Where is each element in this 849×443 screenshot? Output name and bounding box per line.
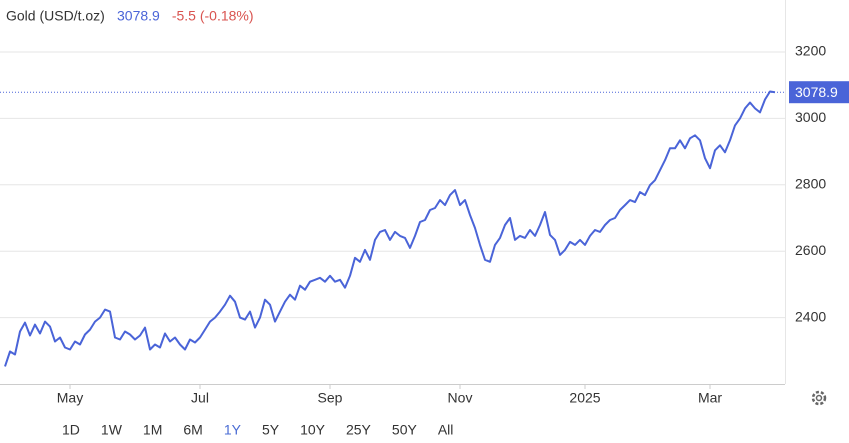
- price-badge-label: 3078.9: [795, 84, 838, 100]
- x-tick-label: Jul: [191, 390, 209, 406]
- range-button[interactable]: 1M: [143, 422, 162, 438]
- range-button[interactable]: 50Y: [392, 422, 418, 438]
- settings-icon[interactable]: [811, 390, 827, 406]
- chart-title: Gold (USD/t.oz): [6, 8, 105, 24]
- y-tick-label: 2800: [795, 176, 826, 192]
- range-button[interactable]: 6M: [183, 422, 202, 438]
- x-tick-label: Sep: [318, 390, 343, 406]
- y-tick-label: 2400: [795, 308, 826, 324]
- x-tick-label: Nov: [448, 390, 473, 406]
- range-button[interactable]: All: [438, 422, 454, 438]
- range-button[interactable]: 1D: [62, 422, 80, 438]
- x-tick-label: 2025: [569, 390, 600, 406]
- y-tick-label: 3200: [795, 43, 826, 59]
- y-tick-label: 3000: [795, 109, 826, 125]
- x-tick-label: Mar: [698, 390, 722, 406]
- range-button[interactable]: 1Y: [224, 422, 242, 438]
- range-button[interactable]: 1W: [101, 422, 123, 438]
- price-line: [4, 90, 776, 367]
- y-tick-label: 2600: [795, 242, 826, 258]
- range-button[interactable]: 25Y: [346, 422, 372, 438]
- header-price: 3078.9: [117, 8, 160, 24]
- header-change: -5.5 (-0.18%): [172, 8, 254, 24]
- x-tick-label: May: [57, 390, 83, 406]
- range-button[interactable]: 10Y: [300, 422, 326, 438]
- price-badge: [789, 81, 849, 104]
- range-button[interactable]: 5Y: [262, 422, 280, 438]
